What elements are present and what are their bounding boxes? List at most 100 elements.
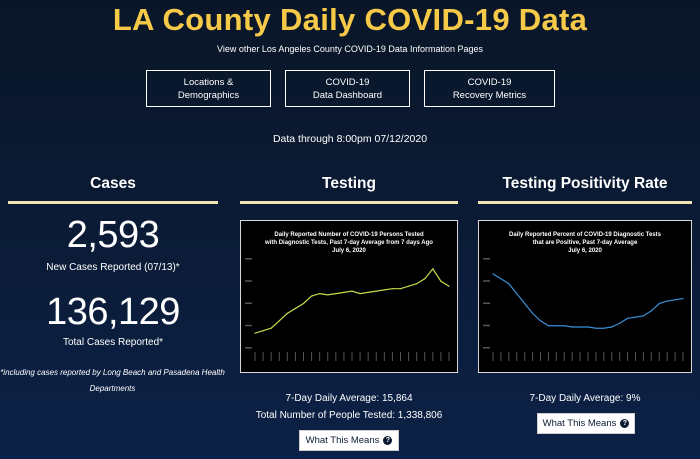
positivity-line-chart — [483, 258, 684, 361]
testing-chart-title-line: Daily Reported Number of COVID-19 Person… — [274, 232, 424, 238]
positivity-x-tick — [579, 352, 581, 361]
positivity-data-point — [563, 325, 565, 327]
testing-chart-title-line: July 6, 2020 — [332, 248, 366, 254]
testing-chart: Daily Reported Number of COVID-19 Person… — [240, 220, 458, 373]
testing-data-point — [391, 288, 394, 290]
testing-heading-rule — [240, 201, 458, 204]
testing-data-point — [254, 332, 256, 334]
testing-x-tick — [311, 352, 313, 361]
testing-series-line — [254, 267, 450, 334]
total-cases-label: Total Cases Reported* — [62, 337, 164, 348]
testing-data-point — [319, 293, 321, 295]
testing-data-point — [359, 293, 361, 295]
positivity-x-tick — [540, 352, 541, 361]
nav-button-label-line1: Locations & — [183, 76, 234, 88]
testing-chart-title-line: with Diagnostic Tests, Past 7-day Averag… — [265, 240, 433, 246]
testing-average: 7-Day Daily Average: 15,864 — [285, 393, 413, 404]
testing-y-tick — [245, 347, 252, 349]
positivity-chart-title-line: Daily Reported Percent of COVID-19 Diagn… — [509, 232, 661, 238]
testing-x-tick — [327, 352, 329, 361]
testing-data-point — [294, 307, 297, 310]
testing-x-tick — [294, 352, 296, 361]
testing-x-tick — [400, 352, 401, 361]
nav-button-locations[interactable]: Locations & Demographics — [146, 70, 271, 107]
testing-x-tick — [351, 352, 353, 361]
testing-x-tick — [303, 352, 304, 361]
testing-x-tick — [278, 352, 280, 361]
positivity-data-point — [642, 315, 645, 317]
positivity-x-tick — [563, 352, 565, 361]
positivity-chart-title: Daily Reported Percent of COVID-19 Diagn… — [479, 231, 691, 255]
testing-x-tick — [262, 352, 264, 361]
nav-button-label-line2: Recovery Metrics — [452, 89, 527, 101]
positivity-data-point — [666, 300, 668, 302]
testing-data-point — [310, 295, 313, 297]
positivity-what-this-means-button[interactable]: What This Means ? — [537, 413, 635, 434]
testing-x-tick — [343, 352, 345, 361]
positivity-x-tick — [642, 352, 644, 361]
positivity-data-point — [492, 273, 494, 275]
positivity-x-tick — [658, 352, 660, 361]
testing-x-tick — [270, 352, 272, 361]
testing-x-tick — [319, 352, 321, 361]
testing-x-tick — [391, 352, 393, 361]
testing-data-point — [302, 302, 305, 305]
testing-data-point — [416, 283, 418, 285]
testing-data-point — [286, 312, 288, 314]
positivity-heading: Testing Positivity Rate — [502, 175, 668, 192]
question-icon: ? — [620, 419, 630, 428]
positivity-data-point — [682, 297, 684, 300]
testing-x-tick — [432, 352, 434, 361]
positivity-x-tick — [508, 352, 510, 361]
testing-y-tick — [245, 324, 252, 327]
nav-button-dashboard[interactable]: COVID-19 Data Dashboard — [285, 70, 410, 107]
nav-button-recovery[interactable]: COVID-19 Recovery Metrics — [424, 70, 555, 107]
cases-footnote: *including cases reported by Long Beach … — [0, 368, 225, 393]
positivity-data-point — [571, 326, 573, 328]
positivity-data-point — [650, 310, 652, 312]
positivity-x-tick — [682, 352, 684, 361]
testing-what-this-means-button[interactable]: What This Means ? — [299, 430, 399, 451]
positivity-series-line — [492, 273, 684, 329]
positivity-data-point — [500, 278, 502, 280]
positivity-x-tick — [674, 352, 676, 361]
testing-y-tick — [245, 302, 252, 304]
positivity-chart-title-line: that are Positive, Past 7-day Average — [532, 240, 638, 246]
testing-x-tick — [416, 352, 418, 361]
testing-data-point — [335, 293, 337, 295]
testing-x-tick — [359, 352, 361, 361]
testing-data-point — [343, 291, 345, 293]
testing-data-point — [351, 290, 353, 292]
testing-data-point — [424, 278, 426, 280]
testing-heading: Testing — [322, 175, 376, 192]
testing-data-point — [327, 294, 329, 296]
positivity-average: 7-Day Daily Average: 9% — [529, 393, 641, 404]
positivity-x-tick — [500, 352, 502, 361]
testing-x-tick — [367, 352, 369, 361]
positivity-x-tick — [635, 352, 636, 361]
new-cases-label: New Cases Reported (07/13)* — [46, 262, 180, 273]
positivity-x-tick — [619, 352, 621, 361]
testing-x-tick — [440, 352, 442, 361]
positivity-chart-title-line: July 6, 2020 — [568, 248, 602, 254]
positivity-x-tick — [611, 352, 613, 361]
testing-y-tick — [245, 258, 252, 260]
positivity-x-tick — [532, 352, 534, 361]
positivity-chart: Daily Reported Percent of COVID-19 Diagn… — [478, 220, 692, 373]
testing-x-tick — [448, 352, 450, 361]
nav-button-label-line1: COVID-19 — [325, 76, 370, 88]
button-label: What This Means — [542, 418, 617, 429]
testing-data-point — [367, 291, 369, 293]
nav-button-label-line1: COVID-19 — [467, 76, 512, 88]
data-through-date: Data through 8:00pm 07/12/2020 — [272, 133, 428, 145]
testing-data-point — [399, 288, 402, 290]
positivity-y-tick — [483, 302, 490, 304]
positivity-x-tick — [603, 352, 605, 361]
testing-data-point — [432, 268, 434, 270]
positivity-data-point — [626, 317, 629, 319]
cases-heading-rule — [8, 201, 218, 204]
testing-x-tick — [286, 352, 288, 361]
testing-data-point — [375, 290, 377, 292]
positivity-data-point — [619, 322, 621, 324]
positivity-x-tick — [524, 352, 526, 361]
